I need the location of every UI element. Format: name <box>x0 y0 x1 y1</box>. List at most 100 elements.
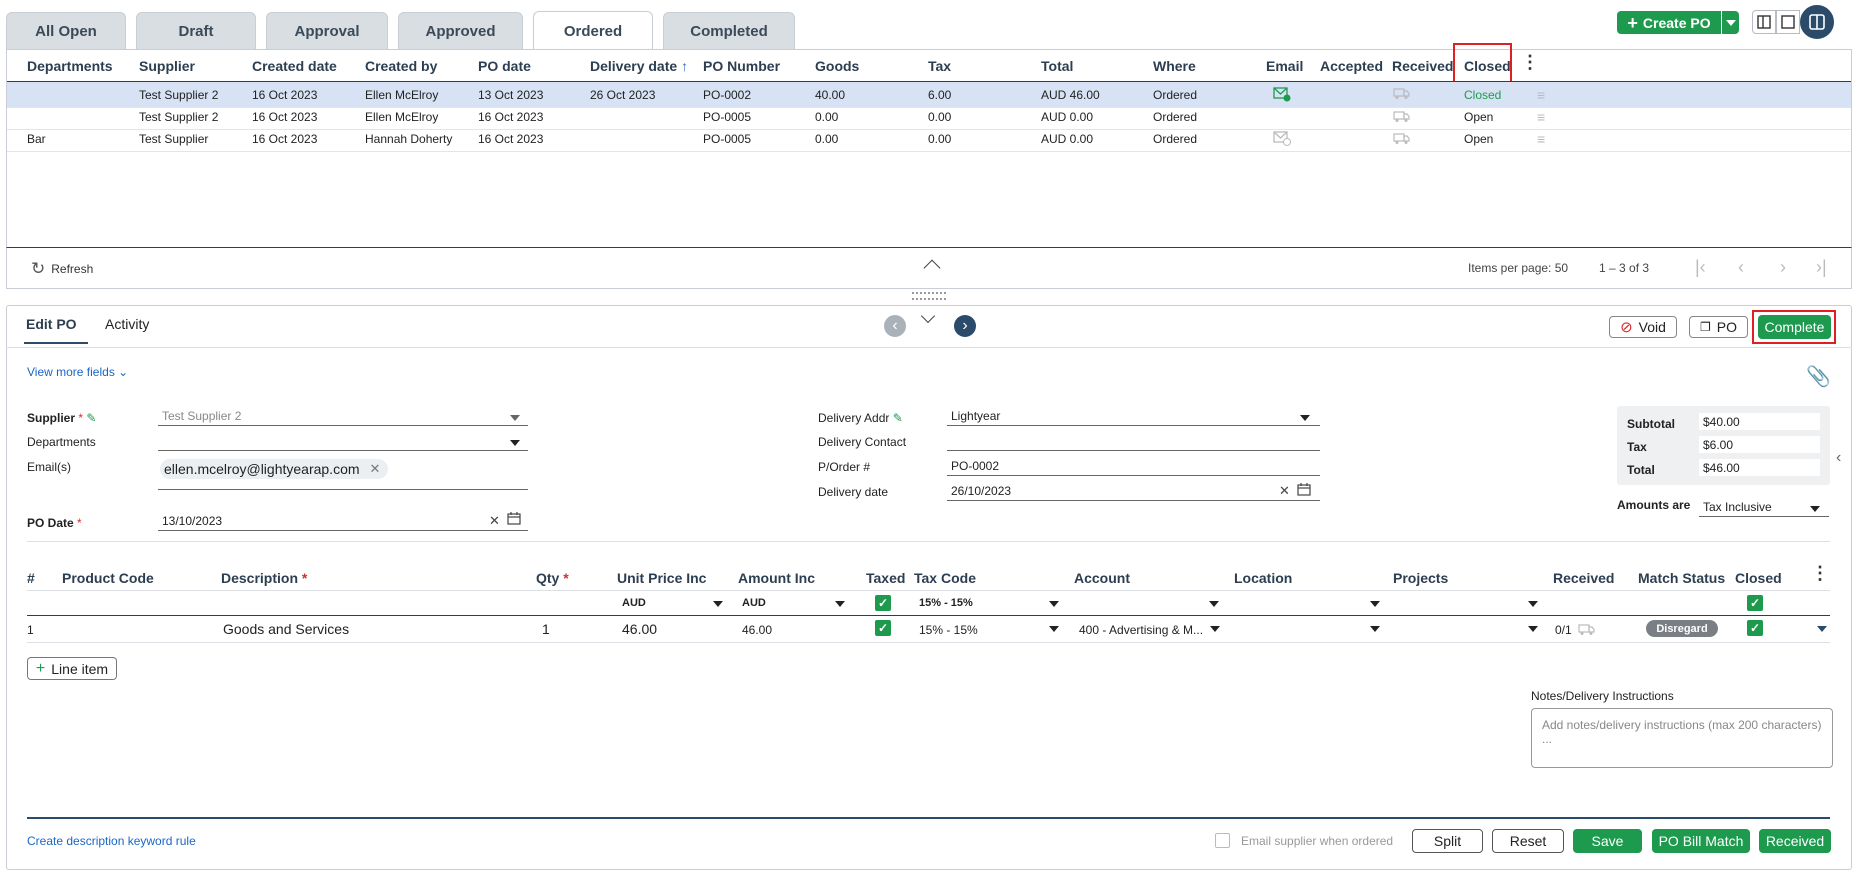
caret-down-icon[interactable] <box>1049 626 1059 632</box>
side-panel-chevron-icon[interactable]: ‹ <box>1836 449 1842 466</box>
col-delivery-date[interactable]: Delivery date ↑ <box>590 58 689 74</box>
col-created-by[interactable]: Created by <box>365 58 438 74</box>
col-total[interactable]: Total <box>1041 58 1074 74</box>
col-tax[interactable]: Tax <box>928 58 952 74</box>
create-po-button[interactable]: + Create PO <box>1617 11 1721 34</box>
layout-split-vertical-icon[interactable] <box>1752 10 1776 34</box>
caret-down-icon[interactable] <box>835 601 845 607</box>
clear-icon[interactable]: ✕ <box>1279 483 1290 498</box>
create-keyword-rule-link[interactable]: Create description keyword rule <box>27 834 196 848</box>
truck-icon[interactable] <box>1578 623 1596 639</box>
remove-chip-icon[interactable]: ✕ <box>369 461 381 476</box>
line-item-row[interactable] <box>27 617 1830 643</box>
emails-field[interactable] <box>158 456 528 490</box>
col-received[interactable]: Received <box>1392 58 1454 74</box>
add-line-item-button[interactable]: + Line item <box>27 657 117 680</box>
delivery-date-field[interactable]: 26/10/2023 <box>947 481 1320 501</box>
tab-approval[interactable]: Approval <box>266 12 388 49</box>
caret-down-icon[interactable] <box>1810 506 1820 512</box>
col-email[interactable]: Email <box>1266 58 1304 74</box>
porder-field[interactable]: PO-0002 <box>947 456 1320 476</box>
col-accepted[interactable]: Accepted <box>1320 58 1384 74</box>
drag-handle-icon[interactable]: ≡ <box>1537 131 1546 147</box>
next-page-icon[interactable]: › <box>1780 257 1786 277</box>
tab-edit-po[interactable]: Edit PO <box>26 316 77 332</box>
pencil-icon[interactable]: ✎ <box>892 411 903 425</box>
po-button[interactable]: ❐ PO <box>1689 316 1748 338</box>
drag-handle-icon[interactable]: ≡ <box>1537 109 1546 125</box>
table-row[interactable]: Test Supplier 2 16 Oct 2023 Ellen McElro… <box>7 104 1851 130</box>
tab-all-open[interactable]: All Open <box>6 12 126 49</box>
truck-icon[interactable] <box>1393 87 1411 103</box>
col-po-date[interactable]: PO date <box>478 58 531 74</box>
currency-select[interactable]: AUD <box>622 597 646 609</box>
create-po-dropdown[interactable] <box>1722 11 1739 34</box>
tab-ordered[interactable]: Ordered <box>533 11 653 50</box>
view-more-fields-link[interactable]: View more fields ⌄ <box>27 365 129 379</box>
previous-po-icon[interactable]: ‹ <box>884 315 906 337</box>
caret-down-icon[interactable] <box>1300 415 1310 421</box>
email-sent-icon[interactable] <box>1273 86 1291 105</box>
refresh-button[interactable]: ↻ Refresh <box>31 259 94 278</box>
email-chip[interactable]: ellen.mcelroy@lightyearap.com ✕ <box>160 459 389 479</box>
line-description[interactable]: Goods and Services <box>223 621 350 637</box>
line-qty[interactable]: 1 <box>542 621 550 637</box>
col-closed[interactable]: Closed <box>1464 58 1511 74</box>
col-where[interactable]: Where <box>1153 58 1196 74</box>
delivery-contact-field[interactable] <box>947 431 1320 451</box>
caret-down-icon[interactable] <box>1370 626 1380 632</box>
save-button[interactable]: Save <box>1573 829 1642 853</box>
more-vertical-icon[interactable]: ⋮ <box>1521 52 1539 72</box>
caret-down-icon[interactable] <box>1049 601 1059 607</box>
line-account[interactable]: 400 - Advertising & M... <box>1079 623 1204 637</box>
caret-down-icon[interactable] <box>1528 626 1538 632</box>
tab-activity[interactable]: Activity <box>105 316 150 332</box>
more-vertical-icon[interactable]: ⋮ <box>1811 563 1829 583</box>
line-taxed-checkbox[interactable]: ✓ <box>875 620 891 636</box>
caret-down-icon[interactable] <box>510 440 520 446</box>
col-goods[interactable]: Goods <box>815 58 860 74</box>
next-po-icon[interactable]: › <box>954 315 976 337</box>
col-po-number[interactable]: PO Number <box>703 58 781 74</box>
split-button[interactable]: Split <box>1412 829 1483 853</box>
tab-draft[interactable]: Draft <box>136 12 256 49</box>
void-button[interactable]: ⊘ Void <box>1609 316 1677 338</box>
departments-field[interactable] <box>158 431 528 451</box>
delivery-addr-field[interactable]: Lightyear <box>947 406 1320 426</box>
clear-icon[interactable]: ✕ <box>489 513 500 528</box>
layout-single-icon[interactable] <box>1776 10 1800 34</box>
supplier-field[interactable]: Test Supplier 2 <box>158 406 528 426</box>
last-page-icon[interactable]: ›| <box>1816 257 1827 277</box>
caret-down-icon[interactable] <box>1209 601 1219 607</box>
email-icon[interactable] <box>1273 130 1291 149</box>
po-date-field[interactable]: 13/10/2023 <box>158 511 528 531</box>
first-page-icon[interactable]: |‹ <box>1695 257 1706 277</box>
table-row[interactable]: Test Supplier 2 16 Oct 2023 Ellen McElro… <box>7 82 1851 108</box>
paperclip-icon[interactable]: 📎 <box>1806 366 1831 388</box>
calendar-icon[interactable] <box>507 511 521 528</box>
complete-button[interactable]: Complete <box>1758 315 1831 339</box>
caret-down-icon[interactable] <box>1210 626 1220 632</box>
line-closed-checkbox[interactable]: ✓ <box>1747 620 1763 636</box>
received-button[interactable]: Received <box>1759 829 1831 853</box>
caret-down-icon[interactable] <box>713 601 723 607</box>
caret-down-icon[interactable] <box>1370 601 1380 607</box>
currency-select[interactable]: AUD <box>742 597 766 609</box>
pencil-icon[interactable]: ✎ <box>86 411 97 425</box>
notes-textarea[interactable]: Add notes/delivery instructions (max 200… <box>1531 708 1833 768</box>
amounts-are-select[interactable]: Tax Inclusive <box>1699 497 1829 517</box>
drag-handle-icon[interactable]: ≡ <box>1537 87 1546 103</box>
line-tax-code[interactable]: 15% - 15% <box>919 623 978 637</box>
truck-icon[interactable] <box>1393 132 1411 148</box>
closed-checkbox[interactable]: ✓ <box>1747 595 1763 611</box>
line-unit-price[interactable]: 46.00 <box>622 621 658 637</box>
col-departments[interactable]: Departments <box>27 58 113 74</box>
items-per-page[interactable]: Items per page: 50 <box>1468 261 1569 275</box>
tab-approved[interactable]: Approved <box>398 12 523 49</box>
reset-button[interactable]: Reset <box>1492 829 1564 853</box>
po-bill-match-button[interactable]: PO Bill Match <box>1652 829 1750 853</box>
email-supplier-checkbox[interactable] <box>1215 833 1230 848</box>
caret-down-icon[interactable] <box>510 415 520 421</box>
taxcode-select[interactable]: 15% - 15% <box>919 597 973 609</box>
taxed-checkbox[interactable]: ✓ <box>875 595 891 611</box>
